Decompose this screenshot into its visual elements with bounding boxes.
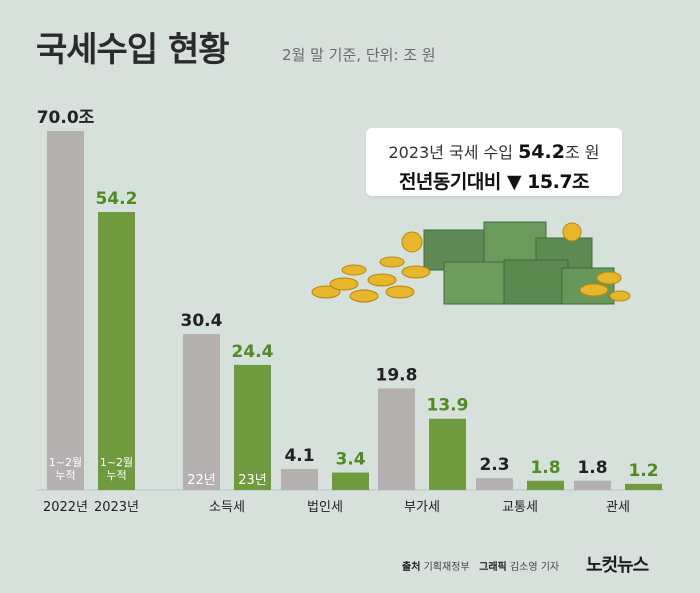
money-pile-illustration (311, 221, 631, 305)
source-value: 기획재정부 (423, 562, 470, 573)
bar-교통세-2023 (527, 480, 564, 490)
value-label-부가세-2023: 13.9 (427, 396, 469, 416)
value-label-법인세-2022: 4.1 (284, 446, 314, 466)
inner-label-소득세-2023: 23년 (238, 473, 267, 488)
category-label-소득세: 소득세 (209, 500, 245, 515)
bar-소득세-2022 (183, 334, 220, 490)
bar-total-2023 (98, 212, 135, 490)
value-label-법인세-2023: 3.4 (335, 450, 365, 470)
summary-comparison: 전년동기대비 ▼ 15.7조 (398, 171, 590, 193)
category-label-법인세: 법인세 (307, 500, 343, 515)
graphic-value: 김소영 기자 (509, 562, 560, 573)
footer-credits: 출처 기획재정부 그래픽 김소영 기자 (402, 558, 559, 573)
graphic-label: 그래픽 (479, 562, 507, 573)
bar-부가세-2022 (378, 388, 415, 490)
gold-coins (311, 222, 631, 303)
summary-line-1: 2023년 국세 수입 54.2조 원 (366, 139, 622, 163)
value-label-교통세-2023: 1.8 (530, 458, 560, 478)
summary-box: 2023년 국세 수입 54.2조 원 전년동기대비 ▼ 15.7조 (366, 128, 622, 196)
category-label-2022년: 2022년 (43, 500, 88, 515)
bar-관세-2022 (574, 480, 611, 490)
summary-prefix: 2023년 국세 수입 (388, 143, 513, 162)
value-label-교통세-2022: 2.3 (479, 455, 509, 475)
bar-소득세-2023 (234, 364, 271, 490)
source-label: 출처 (402, 562, 421, 573)
inner-label-소득세-2022: 22년 (187, 473, 216, 488)
publisher-logo: 노컷뉴스 (586, 555, 649, 576)
chart-title: 국세수입 현황 (36, 30, 230, 70)
category-label-교통세: 교통세 (502, 500, 538, 515)
value-label-소득세-2022: 30.4 (181, 311, 223, 331)
bar-법인세-2022 (281, 468, 318, 490)
summary-suffix: 조 원 (564, 143, 600, 162)
bar-교통세-2022 (476, 478, 513, 490)
category-label-2023년: 2023년 (94, 500, 139, 515)
chart-subtitle: 2월 말 기준, 단위: 조 원 (282, 46, 436, 64)
summary-amount: 54.2 (518, 141, 565, 163)
inner-label-total-2023: 누적 (106, 469, 126, 482)
bar-관세-2023 (625, 483, 662, 490)
value-label-관세-2022: 1.8 (577, 458, 607, 478)
inner-label-total-2022: 누적 (55, 469, 75, 482)
bar-total-2022 (47, 131, 84, 490)
inner-label-total-2022: 1~2월 (49, 456, 82, 469)
category-label-관세: 관세 (606, 500, 630, 515)
bar-부가세-2023 (429, 418, 466, 490)
cash-bundles (423, 221, 615, 305)
value-label-소득세-2023: 24.4 (232, 342, 274, 362)
value-label-부가세-2022: 19.8 (376, 365, 418, 385)
inner-label-total-2023: 1~2월 (100, 456, 133, 469)
bar-법인세-2023 (332, 472, 369, 490)
category-label-부가세: 부가세 (404, 500, 440, 515)
value-label-total-2023: 54.2 (96, 189, 138, 209)
value-label-관세-2023: 1.2 (628, 461, 658, 481)
value-label-total-2022: 70.0조 (37, 108, 95, 128)
